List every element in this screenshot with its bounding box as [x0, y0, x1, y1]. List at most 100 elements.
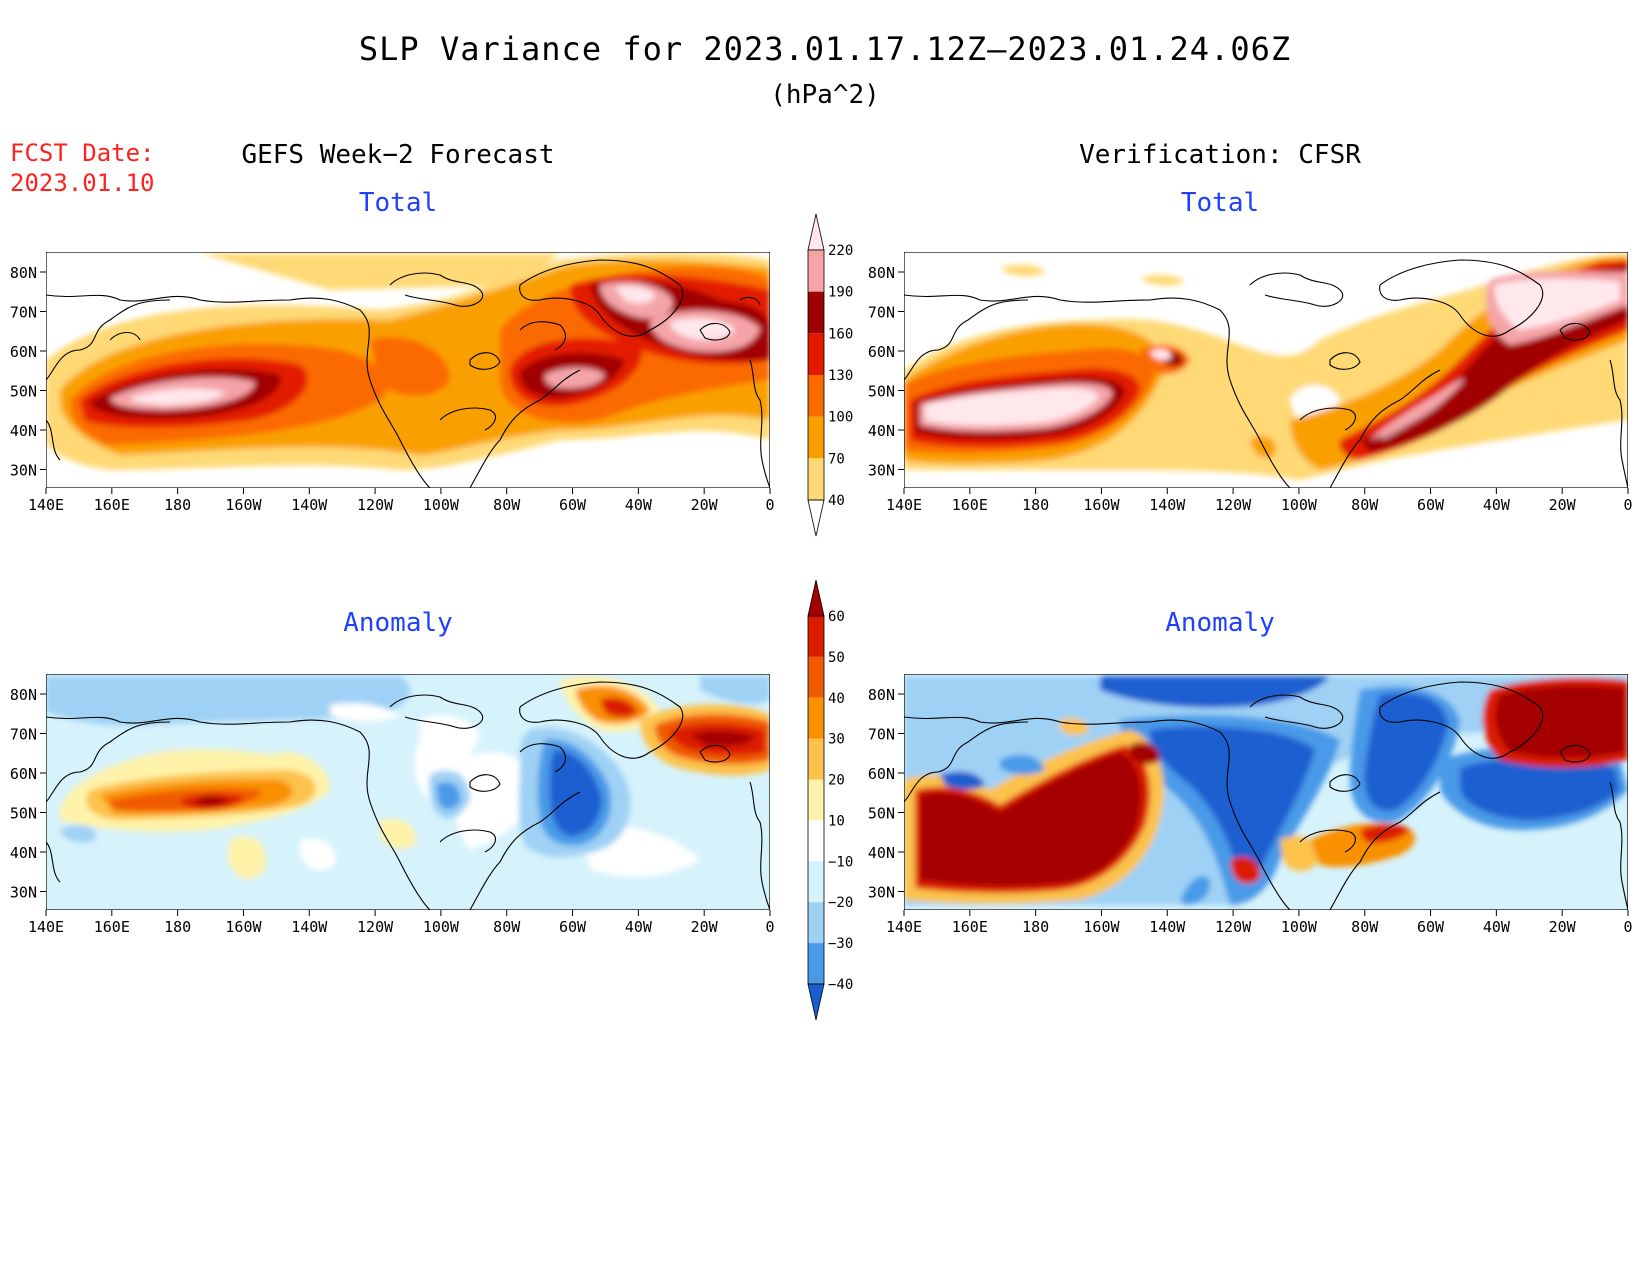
gefs-total-lon-tick-label: 120W [357, 496, 394, 514]
colorbar-band [808, 250, 824, 292]
gefs-total-lon-tick-label: 100W [423, 496, 460, 514]
colorbar-band [808, 333, 824, 375]
colorbar-band [808, 738, 824, 780]
cfsr-anomaly-lat-tick-label: 50N [868, 805, 895, 823]
colorbar-top-triangle [807, 213, 825, 251]
cfsr-anomaly-lon-tick-label: 140E [886, 918, 922, 936]
gefs-total-lon-tick-label: 60W [559, 496, 587, 514]
gefs-anomaly-lon-tick-label: 160E [94, 918, 130, 936]
cfsr-anomaly-lat-tick-label: 80N [868, 686, 895, 704]
gefs-total-lon-tick-label: 180 [164, 496, 191, 514]
cfsr-anomaly-label: Anomaly [1165, 608, 1275, 638]
cfsr-anomaly-lon-tick-label: 140W [1149, 918, 1186, 936]
gefs-total-lon-tick-label: 160W [225, 496, 262, 514]
cfsr-anomaly-lon-tick-label: 120W [1215, 918, 1252, 936]
colorbar-band [808, 291, 824, 334]
gefs-total-lon-tick-label: 160E [94, 496, 130, 514]
cfsr-total-lat-tick-label: 80N [868, 264, 895, 282]
gefs-total-lat-tick-label: 30N [10, 462, 37, 480]
cfsr-anomaly-lon-tick-label: 160E [952, 918, 988, 936]
colorbar-level-label: −20 [828, 895, 853, 911]
cfsr-anomaly-lat-tick-label: 40N [868, 844, 895, 862]
cfsr-total-lon-tick-label: 140W [1149, 496, 1186, 514]
left-column-title: GEFS Week−2 Forecast [241, 140, 555, 170]
colorbar-band [808, 616, 824, 657]
cfsr-total-lat-tick-label: 70N [868, 304, 895, 322]
gefs-anomaly-lon-tick-label: 80W [493, 918, 521, 936]
cfsr-anomaly-lon-tick-label: 0 [1623, 918, 1632, 936]
cfsr-total-lat-tick-label: 40N [868, 422, 895, 440]
gefs-anomaly-lon-tick-label: 20W [691, 918, 719, 936]
gefs-total-lat-tick-label: 80N [10, 264, 37, 282]
gefs-anomaly-map [46, 674, 770, 910]
right-column-title: Verification: CFSR [1079, 140, 1361, 170]
colorbar-level-label: −40 [828, 977, 853, 993]
cfsr-total-lat-tick-label: 30N [868, 462, 895, 480]
gefs-total-lat-tick-label: 40N [10, 422, 37, 440]
colorbar-level-label: 220 [828, 243, 853, 259]
colorbar-level-label: 160 [828, 326, 853, 342]
anomaly-colorbar: 60 50 40 30 20 10 −10 −20 −30 −40 [807, 579, 853, 1021]
cfsr-total-lon-tick-label: 120W [1215, 496, 1252, 514]
cfsr-total-lon-tick-label: 180 [1022, 496, 1049, 514]
colorbar-top-triangle [807, 579, 825, 617]
cfsr-total-lon-tick-label: 80W [1351, 496, 1379, 514]
gefs-anomaly-lon-tick-label: 60W [559, 918, 587, 936]
colorbar-level-label: 60 [828, 609, 845, 625]
cfsr-anomaly-lon-tick-label: 40W [1483, 918, 1511, 936]
gefs-anomaly-lon-tick-label: 100W [423, 918, 460, 936]
gefs-anomaly-lon-tick-label: 180 [164, 918, 191, 936]
cfsr-total-lat-tick-label: 60N [868, 343, 895, 361]
gefs-anomaly-lon-tick-label: 140W [291, 918, 328, 936]
cfsr-anomaly-lon-tick-label: 100W [1281, 918, 1318, 936]
colorbar-level-label: −10 [828, 854, 853, 870]
colorbar-band [808, 697, 824, 739]
colorbar-level-label: 10 [828, 813, 845, 829]
forecast-date-value: 2023.01.10 [10, 169, 155, 197]
gefs-anomaly-lon-tick-label: 160W [225, 918, 262, 936]
colorbar-band [808, 820, 824, 862]
cfsr-total-lon-tick-label: 160E [952, 496, 988, 514]
cfsr-total-lon-tick-label: 160W [1083, 496, 1120, 514]
colorbar-band [808, 375, 824, 417]
cfsr-anomaly-lon-tick-label: 80W [1351, 918, 1379, 936]
gefs-anomaly-lat-tick-label: 70N [10, 726, 37, 744]
forecast-date-label: FCST Date: [10, 139, 155, 167]
cfsr-total-lon-tick-label: 100W [1281, 496, 1318, 514]
cfsr-total-lon-tick-label: 40W [1483, 496, 1511, 514]
cfsr-anomaly-lat-tick-label: 30N [868, 884, 895, 902]
cfsr-total-lon-tick-label: 20W [1549, 496, 1577, 514]
cfsr-anomaly-lat-tick-label: 60N [868, 765, 895, 783]
colorbar-band [808, 902, 824, 944]
gefs-total-lon-tick-label: 140W [291, 496, 328, 514]
gefs-anomaly-lat-tick-label: 50N [10, 805, 37, 823]
gefs-anomaly-lon-tick-label: 0 [765, 918, 774, 936]
colorbar-level-label: 100 [828, 410, 853, 426]
colorbar-band [808, 943, 824, 984]
gefs-total-lat-tick-label: 70N [10, 304, 37, 322]
cfsr-anomaly-lon-tick-label: 20W [1549, 918, 1577, 936]
gefs-anomaly-lat-tick-label: 30N [10, 884, 37, 902]
units-label: (hPa^2) [770, 80, 880, 110]
colorbar-level-label: 190 [828, 285, 853, 301]
colorbar-level-label: 40 [828, 493, 845, 509]
colorbar-level-label: 50 [828, 650, 845, 666]
gefs-total-lat-tick-label: 60N [10, 343, 37, 361]
total-colorbar: 220 190 160 130 100 70 40 [807, 213, 853, 537]
cfsr-anomaly-lon-tick-label: 60W [1417, 918, 1445, 936]
gefs-anomaly-lat-tick-label: 80N [10, 686, 37, 704]
cfsr-total-lat-tick-label: 50N [868, 383, 895, 401]
cfsr-anomaly-lon-tick-label: 180 [1022, 918, 1049, 936]
gefs-anomaly-lat-tick-label: 40N [10, 844, 37, 862]
colorbar-bottom-triangle [807, 499, 825, 537]
colorbar-level-label: 30 [828, 732, 845, 748]
gefs-anomaly-lon-tick-label: 120W [357, 918, 394, 936]
gefs-anomaly-lon-tick-label: 40W [625, 918, 653, 936]
colorbar-bottom-triangle [807, 983, 825, 1021]
cfsr-anomaly-lat-tick-label: 70N [868, 726, 895, 744]
figure-title: SLP Variance for 2023.01.17.12Z–2023.01.… [358, 30, 1292, 68]
colorbar-level-label: 130 [828, 368, 853, 384]
colorbar-band [808, 458, 824, 500]
gefs-total-lon-tick-label: 80W [493, 496, 521, 514]
cfsr-total-map [904, 252, 1628, 488]
